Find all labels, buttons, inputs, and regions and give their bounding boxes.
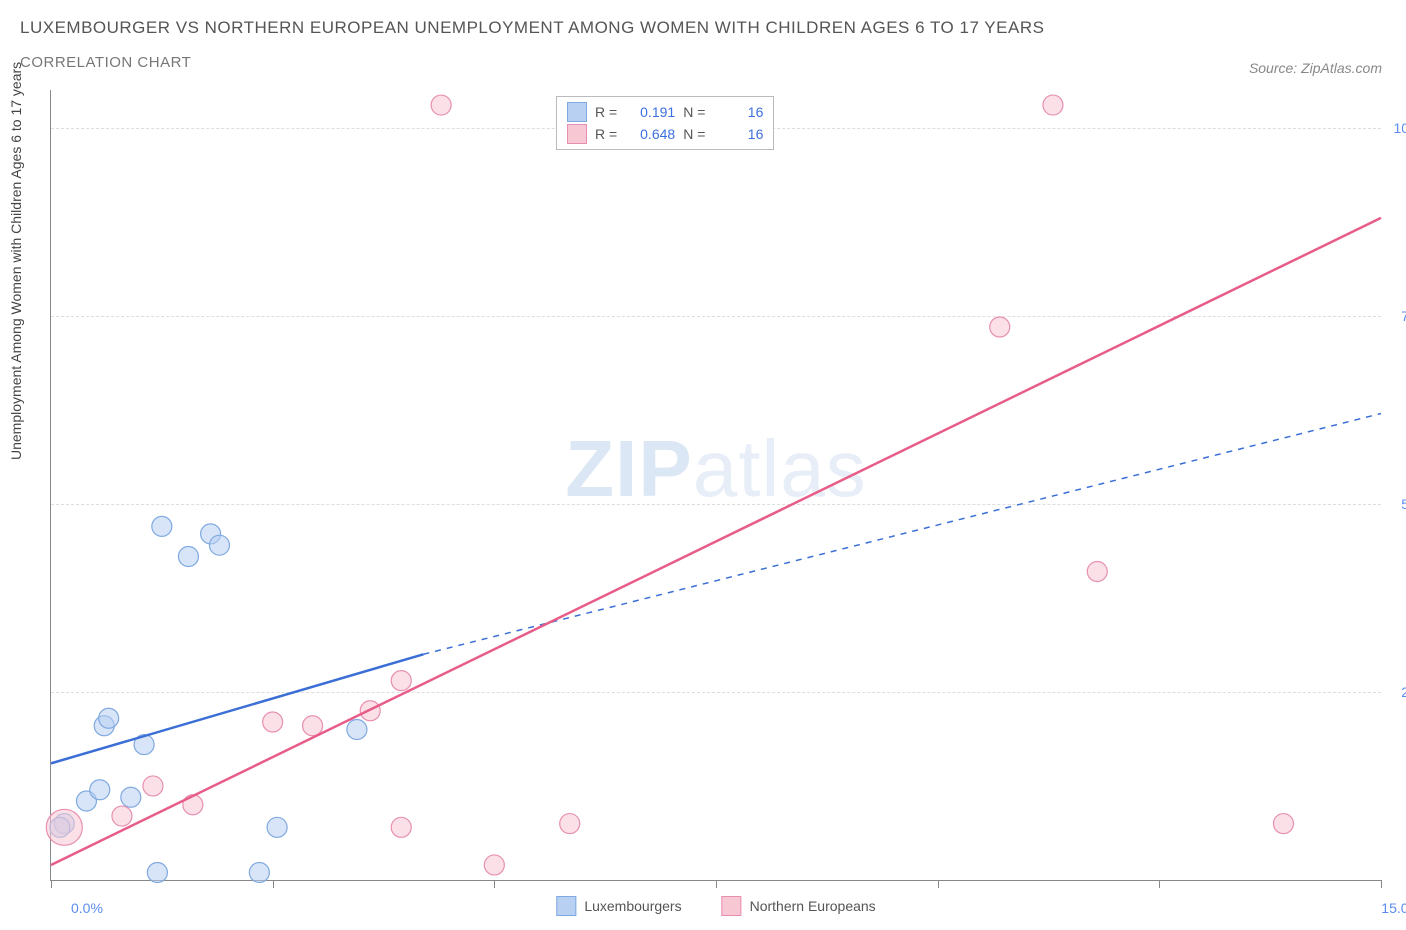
x-tick	[938, 880, 939, 888]
y-tick-label: 50.0%	[1401, 496, 1406, 512]
data-point	[147, 862, 167, 882]
data-point	[178, 546, 198, 566]
stat-n-label: N =	[683, 123, 705, 145]
data-point	[1087, 562, 1107, 582]
data-point	[112, 806, 132, 826]
data-point	[990, 317, 1010, 337]
stat-r-label: R =	[595, 123, 617, 145]
swatch-luxembourgers	[556, 896, 576, 916]
stats-row-luxembourgers: R = 0.191 N = 16	[567, 101, 763, 123]
source-name: ZipAtlas.com	[1301, 60, 1382, 76]
x-tick	[1159, 880, 1160, 888]
x-tick	[494, 880, 495, 888]
data-point	[391, 671, 411, 691]
x-axis-max-label: 15.0%	[1381, 900, 1406, 916]
y-tick-label: 25.0%	[1401, 684, 1406, 700]
stat-r-value-1: 0.648	[625, 123, 675, 145]
x-tick	[716, 880, 717, 888]
y-tick-label: 100.0%	[1394, 120, 1406, 136]
source-prefix: Source:	[1249, 60, 1301, 76]
data-point	[484, 855, 504, 875]
data-point	[560, 814, 580, 834]
swatch-northern-europeans	[722, 896, 742, 916]
bottom-legend: Luxembourgers Northern Europeans	[556, 896, 875, 916]
page-subtitle: CORRELATION CHART	[20, 54, 1044, 71]
stat-r-value-0: 0.191	[625, 101, 675, 123]
source-attribution: Source: ZipAtlas.com	[1249, 60, 1382, 76]
legend-item-northern-europeans: Northern Europeans	[722, 896, 876, 916]
data-point	[209, 535, 229, 555]
x-tick	[273, 880, 274, 888]
data-point	[391, 817, 411, 837]
x-tick	[1381, 880, 1382, 888]
data-point	[152, 516, 172, 536]
y-tick-label: 75.0%	[1401, 308, 1406, 324]
stats-legend: R = 0.191 N = 16 R = 0.648 N = 16	[556, 96, 774, 150]
data-point	[46, 809, 82, 845]
x-tick	[51, 880, 52, 888]
data-point	[303, 716, 323, 736]
stats-row-northern-europeans: R = 0.648 N = 16	[567, 123, 763, 145]
page-title: LUXEMBOURGER VS NORTHERN EUROPEAN UNEMPL…	[20, 18, 1044, 38]
data-point	[249, 862, 269, 882]
data-point	[99, 708, 119, 728]
trend-line	[51, 218, 1381, 865]
data-point	[347, 720, 367, 740]
chart-svg	[51, 90, 1381, 880]
x-axis-origin-label: 0.0%	[71, 900, 103, 916]
data-point	[431, 95, 451, 115]
swatch-northern-europeans	[567, 124, 587, 144]
title-block: LUXEMBOURGER VS NORTHERN EUROPEAN UNEMPL…	[20, 18, 1044, 71]
data-point	[267, 817, 287, 837]
stat-n-label: N =	[683, 101, 705, 123]
data-point	[1273, 814, 1293, 834]
legend-label-0: Luxembourgers	[584, 898, 681, 914]
data-point	[1043, 95, 1063, 115]
y-axis-label: Unemployment Among Women with Children A…	[8, 62, 24, 460]
data-point	[143, 776, 163, 796]
swatch-luxembourgers	[567, 102, 587, 122]
legend-label-1: Northern Europeans	[750, 898, 876, 914]
stat-n-value-1: 16	[713, 123, 763, 145]
stat-n-value-0: 16	[713, 101, 763, 123]
legend-item-luxembourgers: Luxembourgers	[556, 896, 681, 916]
data-point	[90, 780, 110, 800]
stat-r-label: R =	[595, 101, 617, 123]
data-point	[183, 795, 203, 815]
plot-area: ZIPatlas 25.0%50.0%75.0%100.0% R = 0.191…	[50, 90, 1381, 881]
data-point	[263, 712, 283, 732]
data-point	[121, 787, 141, 807]
